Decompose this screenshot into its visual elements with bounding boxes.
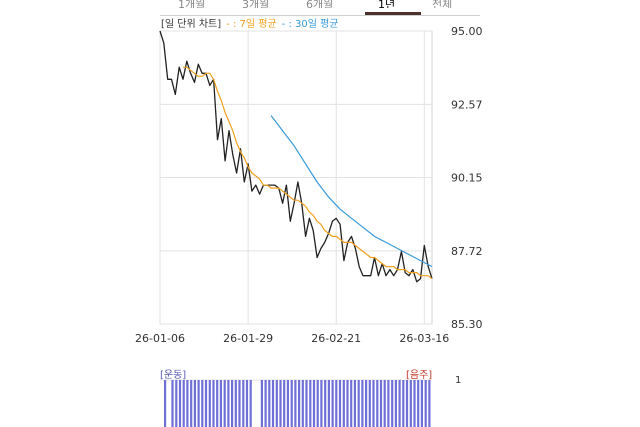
drinking-label: [음주] — [406, 370, 433, 381]
exercise-bar — [164, 380, 167, 427]
x-tick-label: 26-03-16 — [399, 332, 449, 345]
series-line-weight — [159, 30, 433, 283]
legend-chart-title: [일 단위 차트] — [161, 19, 222, 30]
exercise-bar — [420, 380, 423, 427]
exercise-bar — [405, 380, 409, 427]
y-tick-label: 95.00 — [451, 25, 483, 38]
exercise-bar — [342, 380, 345, 427]
exercise-bar — [286, 380, 289, 427]
exercise-bar — [234, 380, 237, 427]
exercise-bar — [204, 380, 208, 427]
exercise-bar — [331, 380, 334, 427]
exercise-bar — [264, 380, 267, 427]
exercise-bar — [372, 380, 375, 427]
exercise-bar — [301, 380, 304, 427]
exercise-bar — [171, 380, 174, 427]
exercise-bar — [394, 380, 397, 427]
exercise-bar — [238, 380, 241, 427]
exercise-bar — [316, 380, 319, 427]
exercise-bar — [376, 380, 379, 427]
legend-30day-average: - : 30일 평균 — [281, 19, 339, 30]
exercise-bar — [305, 380, 308, 427]
period-tab-bar: 1개월 3개월 6개월 1년 전체 — [160, 0, 480, 16]
exercise-bar — [245, 380, 249, 427]
exercise-bar — [338, 380, 342, 427]
exercise-bar — [197, 380, 200, 427]
tab-3-months[interactable]: 3개월 — [242, 0, 270, 8]
exercise-bar — [391, 380, 394, 427]
exercise-bar — [283, 380, 286, 427]
y-tick-label: 90.15 — [451, 172, 483, 185]
exercise-bar — [320, 380, 323, 427]
tab-1-month[interactable]: 1개월 — [178, 0, 206, 8]
exercise-bar — [182, 380, 185, 427]
y-tick-label: 85.30 — [451, 318, 483, 331]
exercise-bar — [268, 380, 271, 427]
exercise-bar — [219, 380, 222, 427]
exercise-bar — [223, 380, 226, 427]
exercise-bar — [249, 380, 252, 427]
exercise-bar — [212, 380, 215, 427]
x-tick-label: 26-02-21 — [311, 332, 361, 345]
exercise-bar — [175, 380, 178, 427]
exercise-bar — [294, 380, 297, 427]
exercise-bar — [260, 380, 263, 427]
tab-divider — [160, 15, 480, 16]
exercise-bar — [242, 380, 245, 427]
exercise-bar — [208, 380, 211, 427]
legend-7day-average: - : 7일 평균 — [226, 19, 277, 30]
exercise-bar — [365, 380, 368, 427]
exercise-bar — [346, 380, 349, 427]
exercise-label: [운동] — [160, 370, 187, 381]
exercise-bar — [309, 380, 312, 427]
exercise-bar — [387, 380, 390, 427]
exercise-bar — [279, 380, 282, 427]
exercise-bar — [324, 380, 327, 427]
exercise-bar — [428, 380, 431, 427]
exercise-bar — [231, 380, 234, 427]
exercise-bar — [298, 380, 301, 427]
tab-6-months[interactable]: 6개월 — [306, 0, 334, 8]
tab-1-year[interactable]: 1년 — [378, 0, 396, 8]
exercise-bar — [290, 380, 293, 427]
exercise-bar — [424, 380, 427, 427]
exercise-bar — [368, 380, 371, 427]
exercise-bar — [216, 380, 219, 427]
exercise-bar — [178, 380, 182, 427]
exercise-bar — [350, 380, 353, 427]
exercise-bar — [193, 380, 196, 427]
exercise-bar — [361, 380, 364, 427]
exercise-bar — [327, 380, 330, 427]
x-tick-label: 26-01-06 — [135, 332, 185, 345]
exercise-bar — [275, 380, 278, 427]
bar-y-tick-label: 1 — [455, 375, 462, 386]
exercise-bar — [335, 380, 338, 427]
exercise-bar — [379, 380, 383, 427]
exercise-bar — [227, 380, 230, 427]
x-tick-label: 26-01-29 — [223, 332, 273, 345]
exercise-bar — [201, 380, 204, 427]
exercise-bar — [413, 380, 416, 427]
exercise-bar — [190, 380, 193, 427]
tab-all[interactable]: 전체 — [432, 0, 453, 8]
exercise-bar — [409, 380, 412, 427]
y-tick-label: 87.72 — [451, 245, 483, 258]
exercise-bar — [417, 380, 420, 427]
series-line-ma7 — [183, 66, 433, 280]
exercise-bar — [186, 380, 189, 427]
exercise-bar — [357, 380, 360, 427]
y-tick-label: 92.57 — [451, 98, 483, 111]
exercise-bar — [271, 380, 275, 427]
chart-legend: [일 단위 차트] - : 7일 평균 - : 30일 평균 — [161, 15, 339, 30]
series-line-ma30 — [270, 115, 433, 268]
exercise-bar — [383, 380, 386, 427]
active-tab-indicator — [365, 12, 421, 16]
exercise-bar — [312, 380, 316, 427]
exercise-bar — [402, 380, 405, 427]
exercise-bar — [398, 380, 401, 427]
exercise-bar — [353, 380, 356, 427]
